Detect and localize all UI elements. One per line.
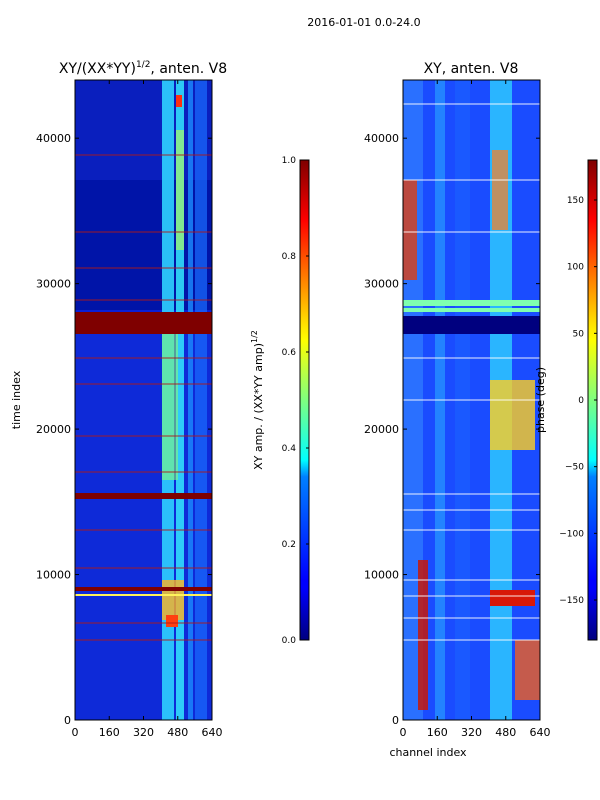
colorbar-tick-label: −150 — [559, 596, 584, 606]
colorbar-tick-label: 100 — [567, 263, 584, 273]
phase-axes: 0 160 320 480 640 0 10000 20000 30000 40000 — [364, 80, 551, 739]
y-tick-label: 0 — [64, 714, 71, 727]
amplitude-ylabel: time index — [10, 370, 23, 429]
phase-colorbar-ticks: −150 −100 −50 0 50 100 150 — [559, 196, 597, 606]
figure-suptitle: 2016-01-01 0.0-24.0 — [307, 16, 420, 29]
colorbar-tick-label: 0.6 — [282, 348, 297, 358]
phase-panel: XY, anten. V8 — [364, 61, 551, 759]
y-tick-label: 30000 — [364, 278, 399, 291]
x-tick-label: 0 — [72, 726, 79, 739]
amplitude-colorbar-ticks: 0.0 0.2 0.4 0.6 0.8 1.0 — [282, 156, 309, 646]
colorbar-tick-label: 150 — [567, 196, 584, 206]
y-tick-label: 10000 — [364, 569, 399, 582]
amplitude-axes: 0 160 320 480 640 0 10000 20000 30000 40000 — [36, 80, 223, 739]
colorbar-tick-label: 0.4 — [282, 444, 297, 454]
y-tick-label: 20000 — [36, 423, 71, 436]
x-tick-label: 320 — [133, 726, 154, 739]
amplitude-panel: XY/(XX*YY)1/2, anten. V8 — [10, 60, 227, 739]
colorbar-tick-label: 50 — [573, 329, 585, 339]
x-tick-label: 160 — [99, 726, 120, 739]
x-tick-label: 480 — [167, 726, 188, 739]
x-tick-label: 0 — [400, 726, 407, 739]
y-tick-label: 40000 — [364, 132, 399, 145]
colorbar-tick-label: 1.0 — [282, 156, 297, 166]
colorbar-tick-label: 0.2 — [282, 540, 296, 550]
y-tick-label: 30000 — [36, 278, 71, 291]
x-tick-label: 160 — [427, 726, 448, 739]
phase-colorbar-label: phase (deg) — [534, 367, 547, 433]
phase-xlabel: channel index — [389, 746, 467, 759]
y-tick-label: 0 — [392, 714, 399, 727]
y-tick-label: 40000 — [36, 132, 71, 145]
amplitude-panel-title: XY/(XX*YY)1/2, anten. V8 — [59, 60, 227, 77]
colorbar-tick-label: 0.8 — [282, 252, 297, 262]
phase-colorbar: −150 −100 −50 0 50 100 150 phase (deg) — [534, 159, 598, 641]
x-tick-label: 480 — [495, 726, 516, 739]
x-tick-label: 640 — [530, 726, 551, 739]
colorbar-tick-label: 0 — [578, 396, 584, 406]
colorbar-tick-label: −50 — [565, 463, 584, 473]
x-tick-label: 640 — [202, 726, 223, 739]
colorbar-tick-label: −100 — [559, 529, 584, 539]
y-tick-label: 20000 — [364, 423, 399, 436]
colorbar-tick-label: 0.0 — [282, 636, 297, 646]
amplitude-colorbar-label: XY amp. / (XX*YY amp)1/2 — [250, 330, 265, 470]
x-tick-label: 320 — [461, 726, 482, 739]
phase-panel-title: XY, anten. V8 — [424, 61, 519, 77]
y-tick-label: 10000 — [36, 569, 71, 582]
amplitude-colorbar: 0.0 0.2 0.4 0.6 0.8 1.0 XY amp. / (XX*YY amp)… — [250, 156, 310, 646]
phase-heatmap — [403, 80, 540, 720]
amplitude-heatmap — [75, 80, 212, 720]
